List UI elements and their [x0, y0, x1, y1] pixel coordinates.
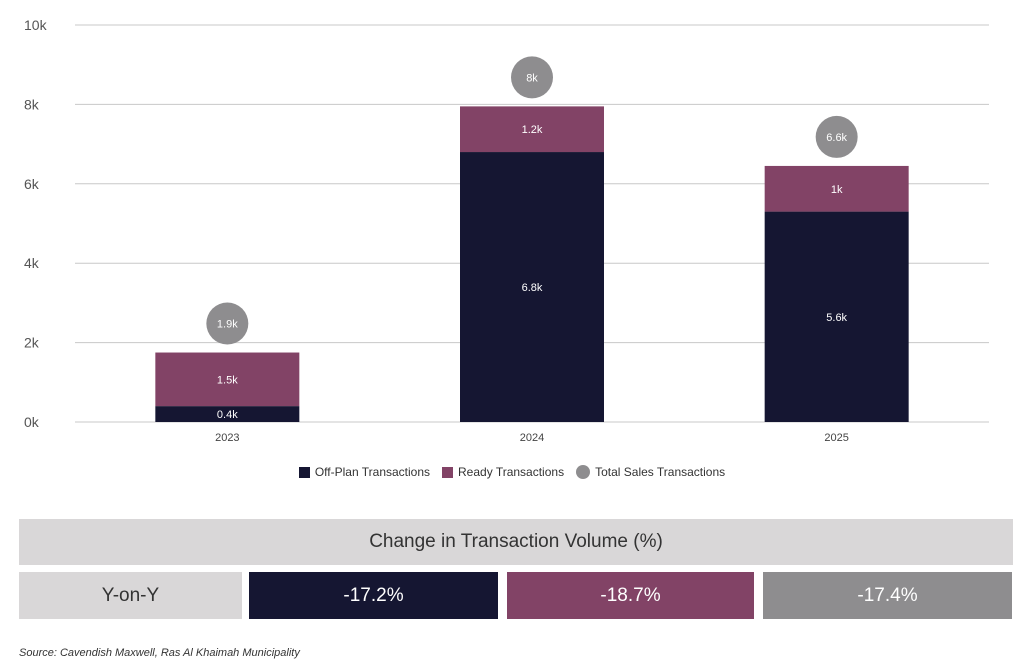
bar-segment-ready: [155, 352, 300, 407]
source-note: Source: Cavendish Maxwell, Ras Al Khaima…: [19, 647, 300, 659]
y-tick-label: 2k: [24, 335, 40, 351]
y-tick-label: 4k: [24, 255, 40, 271]
bar-segment-off-plan: [155, 406, 300, 422]
x-tick-label: 2024: [520, 432, 544, 444]
data-label: 1.5k: [217, 374, 238, 386]
total-bubble: [815, 115, 858, 158]
bar-segment-ready: [764, 165, 909, 212]
legend-label-off-plan: Off-Plan Transactions: [314, 465, 431, 479]
table-cell-total-change: -17.4%: [763, 572, 1012, 619]
legend-item-ready: Ready Transactions: [442, 465, 564, 479]
total-label: 6.6k: [826, 132, 847, 144]
total-label: 1.9k: [217, 319, 238, 331]
data-label: 5.6k: [826, 312, 847, 324]
table-cell-off-plan-change: -17.2%: [249, 572, 498, 619]
legend-label-total: Total Sales Transactions: [595, 465, 726, 479]
legend-swatch-off-plan: [298, 466, 310, 478]
legend-swatch-total: [576, 465, 591, 479]
y-tick-label: 6k: [24, 176, 40, 192]
x-tick-label: 2023: [215, 432, 239, 444]
data-label: 1.2k: [522, 124, 543, 136]
stacked-bar-chart: 0k 2k 4k 6k 8k 10k 0.4k 1.5k 1.9k 2023 6.8k 1.2k 8k 2…: [24, 17, 989, 444]
legend-item-total: Total Sales Transactions: [576, 465, 725, 479]
data-label: 1k: [831, 184, 843, 196]
bar-segment-off-plan: [460, 152, 604, 423]
legend-item-off-plan: Off-Plan Transactions: [298, 465, 431, 479]
bar-segment-off-plan: [764, 211, 909, 422]
chart-legend: Off-Plan Transactions Ready Transactions…: [0, 465, 1024, 479]
table-cell-ready-change: -18.7%: [507, 572, 754, 619]
legend-swatch-ready: [442, 466, 454, 478]
table-title: Change in Transaction Volume (%): [19, 519, 1013, 565]
y-tick-label: 0k: [24, 414, 40, 430]
y-tick-label: 8k: [24, 96, 40, 112]
total-bubble: [511, 56, 553, 99]
bar-segment-ready: [460, 106, 604, 153]
total-label: 8k: [526, 72, 538, 84]
table-row-label: Y-on-Y: [19, 572, 242, 619]
data-label: 0.4k: [217, 409, 238, 421]
data-label: 6.8k: [522, 282, 543, 294]
total-bubble: [206, 302, 249, 345]
x-tick-label: 2025: [824, 432, 848, 444]
legend-label-ready: Ready Transactions: [458, 465, 565, 479]
y-tick-label: 10k: [24, 17, 48, 33]
